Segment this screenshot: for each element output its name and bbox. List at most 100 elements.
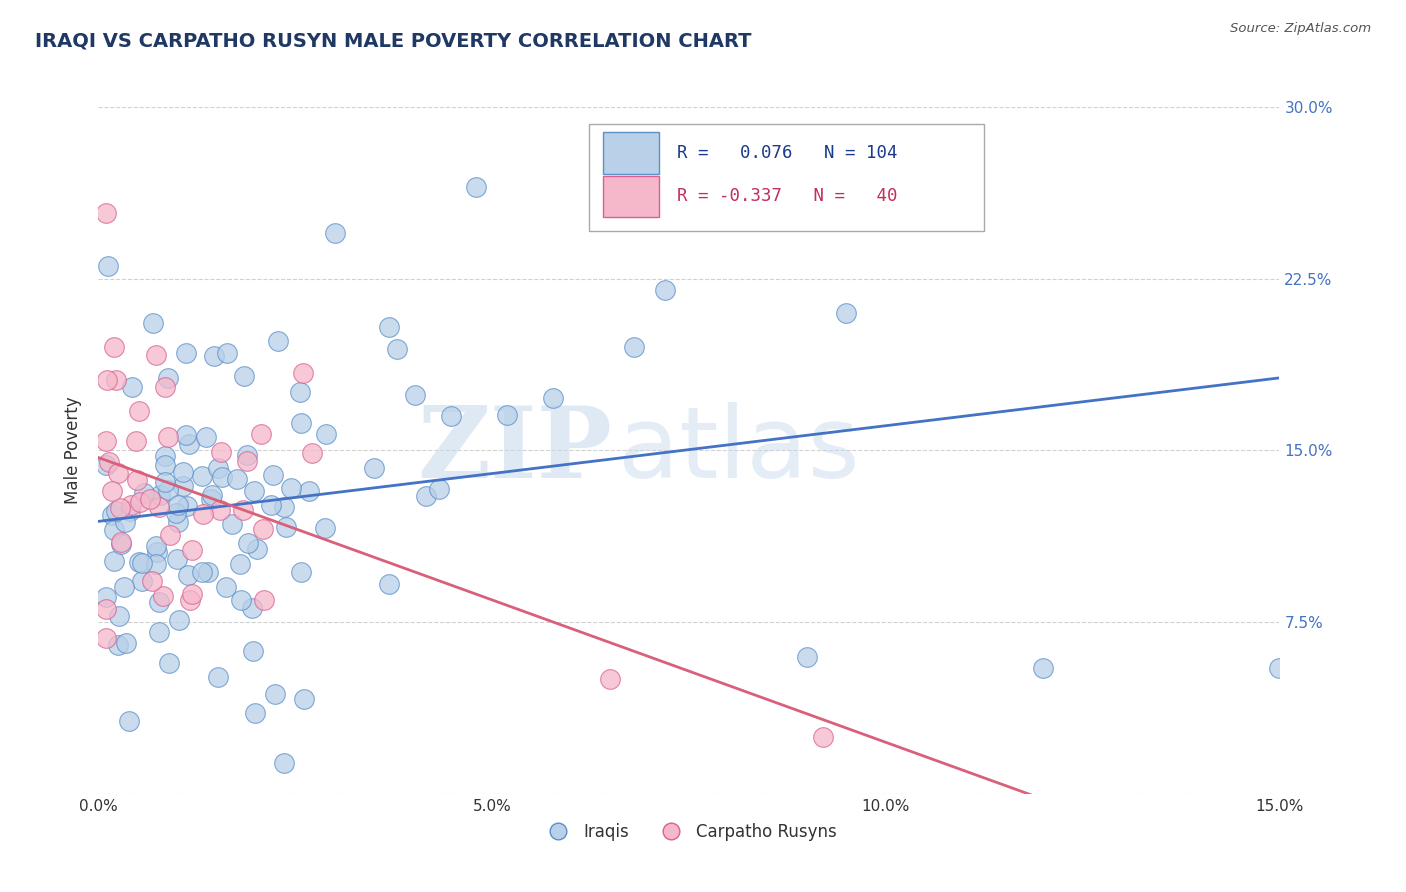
Point <box>315 427 337 442</box>
Point <box>127 474 149 488</box>
Point <box>191 565 214 579</box>
Legend: Iraqis, Carpatho Rusyns: Iraqis, Carpatho Rusyns <box>534 816 844 847</box>
Point <box>201 488 224 502</box>
Point <box>176 499 198 513</box>
Point <box>107 609 129 624</box>
Point <box>103 554 125 568</box>
Point <box>623 340 645 354</box>
Point <box>157 656 180 670</box>
Point <box>252 522 274 536</box>
Point <box>235 454 257 468</box>
Point <box>107 466 129 480</box>
Point <box>157 483 180 497</box>
Point <box>290 565 312 579</box>
Point <box>429 482 451 496</box>
Point <box>107 638 129 652</box>
Point <box>96 601 118 615</box>
Point <box>156 371 179 385</box>
Point <box>267 334 290 349</box>
Point <box>172 465 194 479</box>
FancyBboxPatch shape <box>603 132 659 174</box>
Point <box>167 516 190 530</box>
Point <box>110 500 132 515</box>
Point <box>125 434 148 449</box>
Point <box>385 343 408 357</box>
Point <box>105 373 128 387</box>
Text: R = -0.337   N =   40: R = -0.337 N = 40 <box>678 187 897 205</box>
Point <box>110 537 132 551</box>
Text: Source: ZipAtlas.com: Source: ZipAtlas.com <box>1230 22 1371 36</box>
Point <box>314 521 336 535</box>
Point <box>226 472 249 486</box>
Point <box>378 577 401 591</box>
Point <box>156 430 179 444</box>
Point <box>229 593 252 607</box>
Point <box>194 430 217 444</box>
Y-axis label: Male Poverty: Male Poverty <box>65 397 83 504</box>
Point <box>273 500 295 514</box>
Point <box>236 535 259 549</box>
Point <box>197 565 219 579</box>
Point <box>273 756 295 770</box>
Point <box>114 636 136 650</box>
Point <box>215 580 238 594</box>
Point <box>153 458 176 472</box>
Point <box>246 541 269 556</box>
FancyBboxPatch shape <box>603 176 659 217</box>
Point <box>167 614 190 628</box>
Point <box>112 580 135 594</box>
Point <box>253 593 276 607</box>
Point <box>264 687 287 701</box>
Point <box>139 491 162 506</box>
Point <box>229 558 252 572</box>
Point <box>404 388 426 402</box>
Point <box>148 624 170 639</box>
Point <box>96 458 118 472</box>
Point <box>120 503 142 517</box>
Point <box>221 517 243 532</box>
Point <box>96 373 118 387</box>
Point <box>153 449 176 463</box>
Point <box>811 730 834 744</box>
Text: atlas: atlas <box>619 402 859 499</box>
Point <box>236 448 259 462</box>
Point <box>128 555 150 569</box>
Point <box>599 673 621 687</box>
Point <box>110 535 132 549</box>
Point <box>193 507 215 521</box>
Point <box>541 392 564 406</box>
Point <box>180 542 202 557</box>
Point <box>118 714 141 728</box>
Text: IRAQI VS CARPATHO RUSYN MALE POVERTY CORRELATION CHART: IRAQI VS CARPATHO RUSYN MALE POVERTY COR… <box>35 31 752 50</box>
Point <box>835 306 858 320</box>
Point <box>180 587 202 601</box>
Point <box>167 499 190 513</box>
Point <box>242 644 264 658</box>
Point <box>274 520 297 534</box>
Point <box>260 498 283 512</box>
Point <box>120 499 142 513</box>
Point <box>208 503 231 517</box>
Point <box>165 506 187 520</box>
Point <box>152 589 174 603</box>
Point <box>128 404 150 418</box>
Point <box>243 484 266 499</box>
Point <box>934 214 956 228</box>
Point <box>190 469 212 483</box>
Point <box>114 515 136 529</box>
Point <box>363 461 385 475</box>
Point <box>323 226 346 240</box>
Point <box>148 500 170 515</box>
Point <box>495 408 517 422</box>
Point <box>245 706 267 721</box>
Point <box>142 316 165 330</box>
Point <box>207 461 229 475</box>
Point <box>129 494 152 508</box>
Point <box>103 523 125 537</box>
Point <box>101 508 124 523</box>
Point <box>654 283 676 297</box>
Point <box>96 206 118 220</box>
Point <box>172 479 194 493</box>
Point <box>242 601 264 615</box>
Point <box>96 434 118 448</box>
